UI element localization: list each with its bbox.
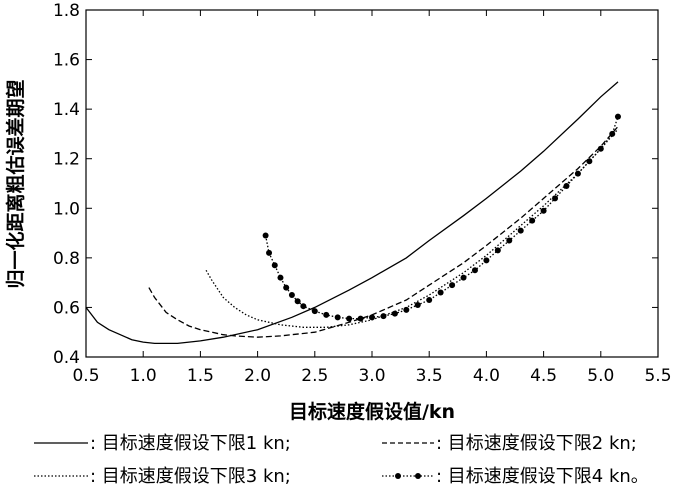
x-tick-label: 3.0	[358, 366, 385, 386]
x-tick-label: 5.0	[587, 366, 614, 386]
y-tick-label: 1.8	[53, 1, 80, 21]
series-4-point	[277, 274, 284, 281]
x-tick-label: 0.5	[72, 366, 99, 386]
legend-prefix-1: :	[90, 433, 102, 454]
y-tick-label: 1.2	[53, 150, 80, 170]
series-4-point	[271, 262, 278, 269]
x-tick-label: 1.0	[130, 366, 157, 386]
y-tick-label: 1.6	[53, 51, 80, 71]
y-axis: 0.4 0.6 0.8 1.0 1.2 1.4 1.6 1.8	[53, 1, 658, 368]
series-4-point	[414, 301, 421, 308]
legend-marker-1	[395, 473, 401, 479]
legend-label-2: 目标速度假设下限2 kn;	[448, 433, 637, 454]
legend-prefix-2: :	[436, 433, 448, 454]
series-4-point	[323, 311, 330, 318]
series-4-point	[540, 207, 547, 214]
y-axis-title: 归一化距离粗估误差期望	[4, 79, 27, 288]
series-4-point	[403, 306, 410, 313]
series-4-point	[574, 170, 581, 177]
series-4-point	[552, 195, 559, 202]
series-4-point	[471, 267, 478, 274]
y-tick-label: 0.4	[53, 348, 80, 368]
legend-item-1: : 目标速度假设下限1 kn;	[34, 433, 291, 454]
legend-label-1: 目标速度假设下限1 kn;	[102, 433, 291, 454]
y-tick-label: 1.4	[53, 100, 80, 120]
series-layer	[85, 81, 621, 345]
series-4-point	[449, 282, 456, 289]
x-axis-title: 目标速度假设值/kn	[289, 400, 455, 423]
series-4-point	[494, 247, 501, 254]
svg-text:: 目标速度假设下限4 kn。: : 目标速度假设下限4 kn。	[436, 466, 649, 487]
series-4-point	[506, 237, 513, 244]
legend-item-2: : 目标速度假设下限2 kn;	[382, 433, 637, 454]
series-4-point	[294, 298, 301, 305]
x-tick-label: 4.5	[530, 366, 557, 386]
svg-text:: 目标速度假设下限2 kn;: : 目标速度假设下限2 kn;	[436, 433, 637, 454]
series-line-3	[205, 128, 619, 328]
x-tick-label: 1.5	[187, 366, 214, 386]
x-tick-label: 5.5	[644, 366, 671, 386]
x-tick-label: 3.5	[416, 366, 443, 386]
series-4-point	[380, 313, 387, 320]
series-4-point	[517, 227, 524, 234]
series-line-2	[148, 126, 619, 338]
legend-prefix-3: :	[90, 466, 102, 487]
series-4-point	[563, 182, 570, 189]
x-tick-label: 2.5	[301, 366, 328, 386]
svg-text:: 目标速度假设下限1 kn;: : 目标速度假设下限1 kn;	[90, 433, 291, 454]
plot-frame	[85, 9, 659, 358]
legend-item-4: : 目标速度假设下限4 kn。	[382, 466, 649, 487]
legend-label-3: 目标速度假设下限3 kn;	[102, 466, 291, 487]
series-4-point	[391, 310, 398, 317]
legend-marker-2	[415, 473, 421, 479]
series-4-point	[288, 292, 295, 299]
series-4-point	[426, 296, 433, 303]
x-tick-label: 4.0	[473, 366, 500, 386]
series-4-point	[262, 232, 269, 239]
series-4-point	[483, 257, 490, 264]
series-4-point	[597, 145, 604, 152]
series-4-point	[369, 314, 375, 321]
x-axis: 0.5 1.0 1.5 2.0 2.5 3.0 3.5 4.0 4.5 5.0 5.5	[72, 10, 672, 386]
series-4-point	[311, 308, 318, 315]
legend-prefix-4: :	[436, 466, 448, 487]
series-4-point	[300, 303, 307, 310]
legend: : 目标速度假设下限1 kn; : 目标速度假设下限2 kn; : 目标速度假设…	[34, 433, 649, 487]
x-tick-label: 2.0	[244, 366, 271, 386]
series-4-point	[266, 249, 273, 256]
series-4-point	[346, 315, 353, 322]
legend-item-3: : 目标速度假设下限3 kn;	[34, 466, 291, 487]
svg-text:: 目标速度假设下限3 kn;: : 目标速度假设下限3 kn;	[90, 466, 291, 487]
series-line-1	[85, 81, 619, 345]
series-4-point	[529, 217, 536, 224]
series-4-point	[357, 315, 364, 322]
y-tick-label: 0.6	[53, 298, 80, 318]
series-4-point	[283, 284, 290, 291]
series-4-point	[460, 274, 467, 281]
series-4-point	[334, 314, 341, 321]
y-tick-label: 0.8	[53, 249, 80, 269]
series-4-point	[586, 158, 593, 165]
series-4-point	[609, 130, 616, 137]
series-line-4	[264, 116, 619, 320]
legend-label-4: 目标速度假设下限4 kn。	[448, 466, 649, 487]
series-4-point	[614, 113, 621, 120]
series-4-point	[437, 289, 444, 296]
y-tick-label: 1.0	[53, 199, 80, 219]
